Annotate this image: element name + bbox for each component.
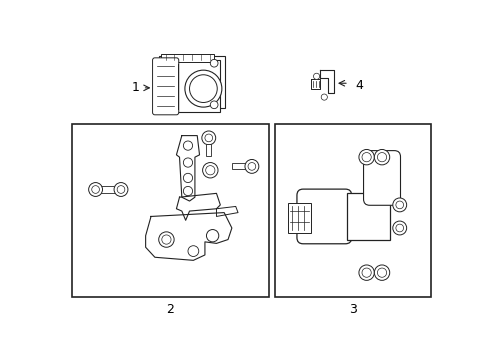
- Circle shape: [190, 75, 217, 103]
- Bar: [99, 186, 117, 193]
- Circle shape: [359, 265, 374, 280]
- Bar: [288, 203, 311, 233]
- Polygon shape: [311, 80, 320, 89]
- Circle shape: [117, 186, 125, 193]
- Bar: [275, 124, 431, 297]
- Circle shape: [245, 159, 259, 173]
- Circle shape: [393, 221, 407, 235]
- Circle shape: [362, 153, 371, 162]
- Bar: [347, 193, 390, 239]
- Circle shape: [183, 173, 193, 183]
- Circle shape: [248, 163, 256, 170]
- Circle shape: [206, 166, 215, 175]
- Circle shape: [210, 101, 218, 109]
- Polygon shape: [217, 206, 238, 216]
- Circle shape: [202, 131, 216, 145]
- FancyBboxPatch shape: [152, 58, 179, 115]
- Circle shape: [162, 235, 171, 244]
- Text: 4: 4: [355, 79, 363, 92]
- Bar: [72, 124, 269, 297]
- Circle shape: [396, 224, 404, 232]
- Circle shape: [210, 59, 218, 67]
- Circle shape: [183, 141, 193, 150]
- Bar: [161, 54, 214, 62]
- Text: 2: 2: [166, 303, 174, 316]
- Circle shape: [393, 198, 407, 212]
- Bar: [206, 144, 211, 156]
- Text: 3: 3: [349, 303, 357, 316]
- Circle shape: [359, 149, 374, 165]
- Bar: [159, 55, 225, 108]
- FancyBboxPatch shape: [297, 189, 352, 244]
- Bar: [232, 163, 249, 170]
- Polygon shape: [320, 70, 334, 93]
- Bar: [155, 60, 220, 112]
- Circle shape: [321, 94, 327, 100]
- Circle shape: [159, 232, 174, 247]
- Circle shape: [396, 201, 404, 209]
- Circle shape: [89, 183, 102, 197]
- Circle shape: [205, 134, 213, 142]
- Circle shape: [183, 158, 193, 167]
- Circle shape: [92, 186, 99, 193]
- Circle shape: [206, 230, 219, 242]
- Circle shape: [114, 183, 128, 197]
- Circle shape: [185, 70, 222, 107]
- Circle shape: [183, 186, 193, 195]
- Circle shape: [188, 246, 199, 256]
- Circle shape: [377, 268, 387, 277]
- Circle shape: [374, 265, 390, 280]
- Circle shape: [377, 153, 387, 162]
- Circle shape: [314, 73, 319, 80]
- FancyBboxPatch shape: [364, 150, 400, 205]
- Circle shape: [203, 163, 218, 178]
- Polygon shape: [176, 193, 220, 220]
- Text: 1: 1: [132, 81, 140, 94]
- Circle shape: [362, 268, 371, 277]
- Polygon shape: [146, 213, 232, 260]
- Circle shape: [374, 149, 390, 165]
- Polygon shape: [176, 136, 199, 201]
